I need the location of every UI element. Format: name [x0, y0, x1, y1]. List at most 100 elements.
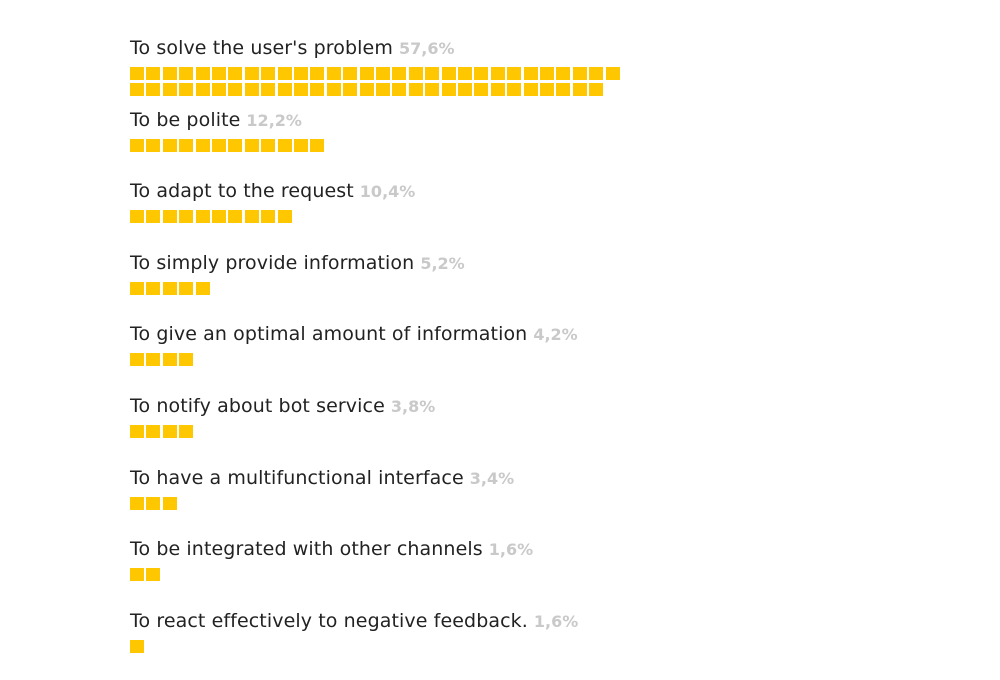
bar-square: [179, 138, 194, 152]
bar-square: [195, 83, 210, 96]
bar-square: [130, 210, 144, 224]
bar-square: [130, 425, 144, 438]
chart-row: To be integrated with other channels 1,6%: [130, 537, 990, 584]
bar-squares: [130, 496, 990, 513]
bar-square: [392, 67, 407, 80]
bar-square: [474, 67, 489, 80]
row-label-line: To adapt to the request 10,4%: [130, 179, 990, 203]
bar-square: [179, 210, 194, 224]
bar-square: [359, 67, 374, 80]
bar-square: [343, 67, 358, 80]
bar-square: [130, 138, 144, 152]
chart-row: To adapt to the request 10,4%: [130, 179, 990, 226]
row-label-line: To solve the user's problem 57,6%: [130, 36, 990, 60]
category-label: To notify about bot service: [130, 395, 385, 417]
bar-square: [244, 210, 259, 224]
bar-square: [146, 496, 161, 510]
row-label-line: To have a multifunctional interface 3,4%: [130, 466, 990, 490]
bar-square: [195, 138, 210, 152]
bar-square: [474, 83, 489, 96]
bar-square: [212, 83, 226, 96]
bar-square: [507, 83, 522, 96]
bar-square: [244, 83, 259, 96]
bar-square: [556, 67, 571, 80]
bar-square: [441, 67, 456, 80]
bar-square: [408, 83, 423, 96]
category-label: To be polite: [130, 108, 241, 131]
bar-square: [490, 67, 505, 80]
category-label: To adapt to the request: [130, 180, 354, 203]
value-label: 12,2%: [246, 110, 302, 130]
bar-square: [523, 83, 538, 96]
bar-squares: [130, 67, 990, 99]
bar-square: [212, 67, 226, 80]
bar-square: [261, 83, 276, 96]
category-label: To simply provide information: [130, 251, 415, 274]
bar-squares: [130, 568, 990, 584]
bar-square: [310, 83, 325, 96]
bar-square: [408, 67, 423, 80]
bar-square: [589, 83, 604, 96]
bar-square: [556, 83, 571, 96]
bar-square: [179, 425, 194, 438]
bar-square: [146, 425, 161, 438]
value-label: 4,2%: [533, 325, 578, 345]
bar-square: [376, 83, 390, 96]
bar-square: [458, 67, 472, 80]
row-label-line: To simply provide information 5,2%: [130, 251, 990, 275]
value-label: 5,2%: [420, 253, 465, 273]
bar-square: [425, 67, 440, 80]
category-label: To have a multifunctional interface: [130, 466, 464, 489]
row-label-line: To be integrated with other channels 1,6%: [130, 537, 990, 561]
bar-square: [162, 83, 177, 96]
category-label: To give an optimal amount of information: [130, 323, 528, 346]
bar-square: [343, 83, 358, 96]
bar-square: [310, 67, 325, 80]
bar-square: [261, 138, 276, 152]
bar-square: [326, 83, 341, 96]
category-label: To be integrated with other channels: [130, 538, 483, 561]
bar-square: [179, 353, 194, 367]
bar-square: [162, 281, 177, 295]
bar-square: [195, 281, 210, 295]
bar-square: [162, 138, 177, 152]
bar-square: [244, 138, 259, 152]
bar-square: [228, 67, 243, 80]
chart-row: To solve the user's problem 57,6%: [130, 36, 990, 99]
category-label: To solve the user's problem: [130, 37, 393, 59]
bar-square: [162, 496, 177, 510]
bar-square: [179, 67, 194, 80]
bar-square: [130, 83, 144, 96]
bar-square: [458, 83, 472, 96]
row-label-line: To be polite 12,2%: [130, 108, 990, 132]
bar-square: [212, 138, 226, 152]
chart-row: To simply provide information 5,2%: [130, 251, 990, 298]
bar-square: [310, 138, 325, 152]
bar-square: [572, 67, 587, 80]
value-label: 3,8%: [390, 397, 436, 416]
category-label: To react effectively to negative feedbac…: [130, 609, 528, 632]
bar-squares: [130, 138, 990, 155]
bar-square: [277, 210, 292, 224]
bar-square: [425, 83, 440, 96]
bar-square: [572, 83, 587, 96]
row-label-line: To give an optimal amount of information…: [130, 322, 990, 346]
bar-square: [146, 138, 161, 152]
bar-square: [179, 83, 194, 96]
row-label-line: To react effectively to negative feedbac…: [130, 609, 990, 633]
bar-square: [130, 496, 144, 510]
bar-squares: [130, 210, 990, 226]
bar-square: [212, 210, 226, 224]
bar-square: [540, 83, 554, 96]
bar-square: [195, 67, 210, 80]
value-label: 57,6%: [398, 39, 455, 58]
bar-squares: [130, 639, 990, 656]
bar-square: [162, 210, 177, 224]
bar-square: [261, 210, 276, 224]
value-label: 3,4%: [469, 468, 515, 488]
bar-square: [146, 281, 161, 295]
bar-square: [261, 67, 276, 80]
bar-square: [244, 67, 259, 80]
chart-row: To notify about bot service 3,8%: [130, 394, 990, 441]
bar-squares: [130, 425, 990, 441]
